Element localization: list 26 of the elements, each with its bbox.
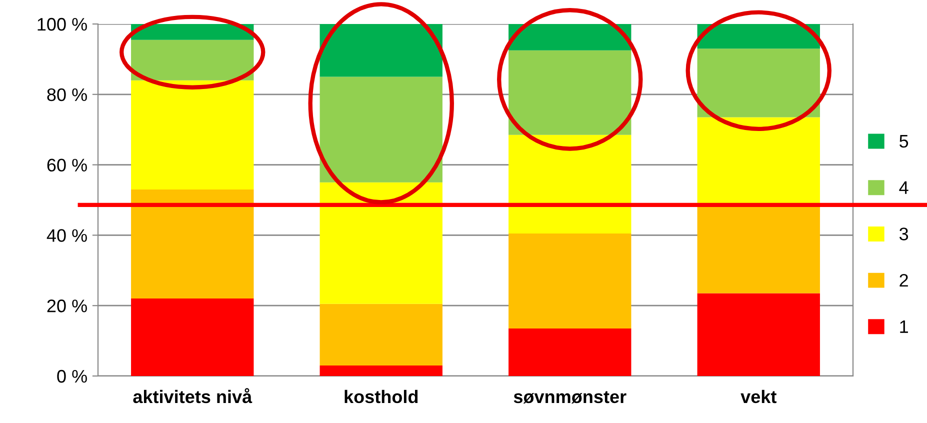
y-tick-label: 80 % bbox=[47, 88, 87, 102]
y-tick-label: 0 % bbox=[57, 370, 87, 383]
bar bbox=[320, 24, 442, 77]
bar bbox=[320, 304, 442, 366]
x-tick-label: aktivitets nivå bbox=[133, 388, 252, 404]
y-tick-label: 40 % bbox=[46, 229, 87, 242]
bar bbox=[508, 24, 632, 50]
x-tick-label: vekt bbox=[740, 390, 776, 404]
legend-label: 5 bbox=[900, 135, 908, 148]
bar bbox=[508, 233, 632, 328]
legend-label: 3 bbox=[899, 228, 908, 240]
x-tick-label: søvnmønster bbox=[514, 391, 626, 404]
y-tick-label: 60 % bbox=[47, 158, 87, 172]
bar bbox=[131, 24, 254, 40]
x-tick-label: kosthold bbox=[344, 390, 418, 404]
bar bbox=[131, 298, 254, 376]
bar bbox=[508, 328, 632, 376]
legend-label: 2 bbox=[900, 274, 908, 287]
bar bbox=[697, 293, 820, 376]
legend-label: 4 bbox=[899, 181, 908, 194]
bar bbox=[131, 189, 254, 299]
y-tick-label: 100 % bbox=[38, 18, 87, 31]
y-tick-label: 20 % bbox=[47, 300, 87, 312]
bar bbox=[320, 365, 442, 376]
bar bbox=[697, 24, 820, 49]
legend-label: 1 bbox=[900, 320, 908, 333]
